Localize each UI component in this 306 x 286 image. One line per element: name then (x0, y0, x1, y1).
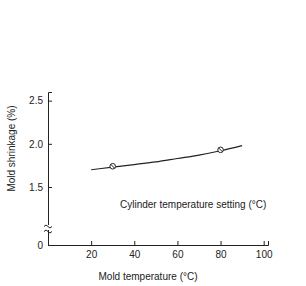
y-tick-mark (48, 187, 52, 188)
x-tick-label: 40 (129, 249, 141, 260)
axis-break-mark (44, 230, 52, 233)
x-tick: 40 (129, 241, 141, 260)
x-tick-mark (91, 241, 92, 245)
y-tick-label: 2.5 (29, 95, 43, 106)
axis-break (44, 225, 52, 233)
y-tick: 0 (37, 240, 52, 251)
chart: 20 40 60 80 100 0 1.5 2.0 2.5 Mold temperature (°… (0, 0, 306, 286)
x-axis: 20 40 60 80 100 (49, 241, 273, 260)
axis-break-mark (44, 225, 52, 228)
x-tick: 100 (256, 241, 273, 260)
data-line (91, 146, 242, 170)
axis-break-gap (45, 225, 51, 230)
data-point (110, 163, 116, 169)
y-tick-label: 2.0 (29, 139, 43, 150)
y-tick-label: 0 (37, 240, 43, 251)
marker-circle (110, 163, 116, 169)
y-tick-mark (48, 245, 52, 246)
y-tick: 2.5 (29, 95, 52, 106)
marker-stroke (111, 164, 115, 168)
y-axis-line (49, 93, 53, 246)
annotation: Cylinder temperature setting (°C) (120, 199, 266, 210)
x-tick-label: 100 (256, 249, 273, 260)
marker-stroke (219, 148, 223, 152)
plot-area (91, 146, 242, 170)
x-tick-mark (134, 241, 135, 245)
y-tick-mark (48, 144, 52, 145)
x-tick-label: 80 (215, 249, 227, 260)
x-tick: 60 (172, 241, 184, 260)
x-tick-label: 60 (172, 249, 184, 260)
y-axis: 0 1.5 2.0 2.5 (29, 93, 52, 251)
x-tick-mark (177, 241, 178, 245)
y-axis-title: Mold shrinkage (%) (6, 105, 17, 191)
x-tick-mark (221, 241, 222, 245)
x-tick: 80 (215, 241, 227, 260)
x-axis-title: Mold temperature (°C) (98, 271, 197, 282)
x-tick: 20 (86, 241, 98, 260)
y-tick-mark (48, 101, 52, 102)
y-tick-label: 1.5 (29, 182, 43, 193)
x-axis-line (49, 241, 269, 246)
x-tick-mark (264, 241, 265, 245)
marker-circle (218, 147, 224, 153)
x-tick-label: 20 (86, 249, 98, 260)
data-point (218, 147, 224, 153)
y-tick: 2.0 (29, 139, 52, 150)
y-tick: 1.5 (29, 182, 52, 193)
